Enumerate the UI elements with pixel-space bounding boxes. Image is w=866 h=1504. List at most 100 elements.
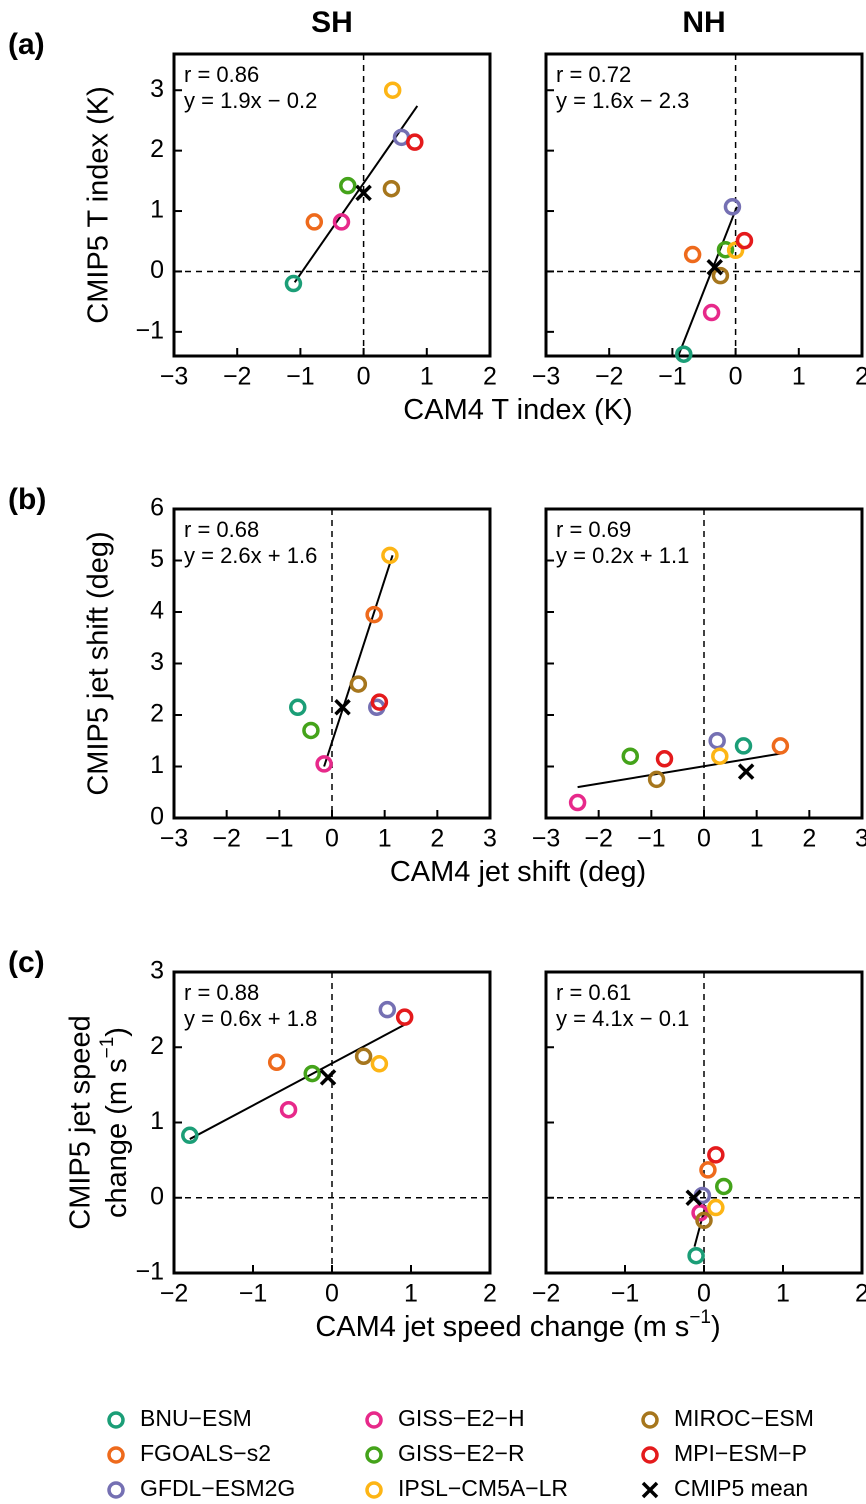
x-tick-label: −1 <box>637 825 666 853</box>
point <box>395 1008 414 1026</box>
point <box>365 605 383 624</box>
x-tick-label: −1 <box>658 363 687 391</box>
x-tick-label: 1 <box>404 1280 418 1308</box>
point <box>303 1064 321 1083</box>
x-axis-label-part: −1 <box>689 1307 711 1328</box>
legend-label: MPI−ESM−P <box>674 1440 807 1466</box>
legend-marker <box>365 1411 383 1429</box>
x-axis-label: CAM4 jet speed change (m s−1) <box>315 1307 720 1343</box>
x-axis-label: CAM4 jet shift (deg) <box>390 856 646 888</box>
point <box>683 245 702 264</box>
point <box>734 737 753 755</box>
point <box>406 133 424 151</box>
panel: −3 −2 −1 0 1 2 −1 0 1 2 3 r = 0.86y = 1.9x − 0.2 <box>135 52 497 391</box>
x-tick-label: −3 <box>160 825 189 853</box>
mean-marker <box>706 258 723 276</box>
point <box>707 1198 725 1217</box>
annotation: y = 4.1x − 0.1 <box>556 1006 689 1031</box>
y-tick-label: 3 <box>150 648 164 676</box>
point <box>289 698 307 717</box>
legend-label: GFDL−ESM2G <box>140 1475 295 1501</box>
annotation: r = 0.86 <box>184 62 259 87</box>
point <box>332 213 351 231</box>
column-title: SH <box>311 6 353 39</box>
legend-label: MIROC−ESM <box>674 1405 814 1431</box>
x-tick-label: 2 <box>802 825 816 853</box>
point <box>339 176 357 195</box>
mean-marker <box>319 1069 337 1086</box>
point <box>716 240 735 259</box>
point <box>284 274 303 293</box>
point <box>370 693 389 711</box>
point <box>707 1146 725 1164</box>
plot-frame <box>544 507 864 820</box>
x-tick-label: 0 <box>325 825 339 853</box>
legend-marker <box>365 1446 383 1464</box>
y-tick-label: 4 <box>150 597 164 625</box>
point <box>695 1211 713 1230</box>
legend-label: GISS−E2−R <box>398 1440 525 1466</box>
x-tick-label: −2 <box>532 1280 561 1308</box>
mean-marker <box>334 699 351 716</box>
x-tick-label: 0 <box>357 363 371 391</box>
legend-label: IPSL−CM5A−LR <box>398 1475 568 1501</box>
panel: −3 −2 −1 0 1 2 r = 0.72y = 1.6x − 2.3 <box>532 52 866 391</box>
point <box>181 1126 199 1145</box>
annotation: r = 0.68 <box>184 517 259 542</box>
x-tick-label: 0 <box>729 363 743 391</box>
mean-marker <box>355 184 372 202</box>
y-axis-label: change (m s−1) <box>97 1027 133 1218</box>
x-tick-label: 0 <box>325 1280 339 1308</box>
point <box>715 1177 733 1196</box>
point <box>687 1246 705 1265</box>
point <box>305 213 324 231</box>
point <box>735 231 754 250</box>
point <box>655 750 674 768</box>
legend-marker <box>107 1481 125 1499</box>
y-tick-label: 1 <box>150 751 164 779</box>
x-tick-label: 1 <box>776 1280 790 1308</box>
panel-label: (a) <box>8 28 45 61</box>
plot-frame <box>172 970 492 1275</box>
y-tick-label: 1 <box>150 196 164 224</box>
x-tick-label: −1 <box>239 1280 268 1308</box>
x-axis-label-part: ) <box>711 1311 721 1343</box>
point <box>354 1047 373 1066</box>
point <box>711 747 729 765</box>
point <box>726 241 745 260</box>
y-axis-label-part: change (m s <box>101 1058 133 1218</box>
annotation: r = 0.88 <box>184 980 259 1005</box>
y-tick-label: 2 <box>150 1032 164 1060</box>
x-tick-label: −2 <box>584 825 613 853</box>
annotation: r = 0.61 <box>556 980 631 1005</box>
x-axis-label-part: CAM4 jet shift (deg) <box>390 856 646 888</box>
y-tick-label: 2 <box>150 700 164 728</box>
legend-marker <box>107 1446 125 1464</box>
fit-line <box>293 105 419 283</box>
y-tick-label: 0 <box>150 803 164 831</box>
point <box>675 345 693 363</box>
legend-label: FGOALS−s2 <box>140 1440 271 1466</box>
x-tick-label: 2 <box>855 363 866 391</box>
point <box>711 266 730 285</box>
point <box>378 1000 397 1019</box>
legend-marker <box>641 1481 659 1499</box>
point <box>302 721 320 740</box>
x-axis-label-part: CAM4 jet speed change (m s <box>315 1311 689 1343</box>
plot-frame <box>172 52 492 358</box>
fit-line <box>577 752 781 789</box>
x-tick-label: 3 <box>855 825 866 853</box>
plot-frame <box>172 507 492 820</box>
x-axis-label-part: CAM4 T index (K) <box>403 394 632 426</box>
x-tick-label: −3 <box>532 363 561 391</box>
x-tick-label: 0 <box>697 1280 711 1308</box>
y-tick-label: 2 <box>150 135 164 163</box>
x-tick-label: 2 <box>483 1280 497 1308</box>
fit-line <box>189 1023 406 1140</box>
point <box>647 770 666 789</box>
x-tick-label: −2 <box>160 1280 189 1308</box>
point <box>267 1053 286 1072</box>
legend-label: CMIP5 mean <box>674 1475 808 1501</box>
